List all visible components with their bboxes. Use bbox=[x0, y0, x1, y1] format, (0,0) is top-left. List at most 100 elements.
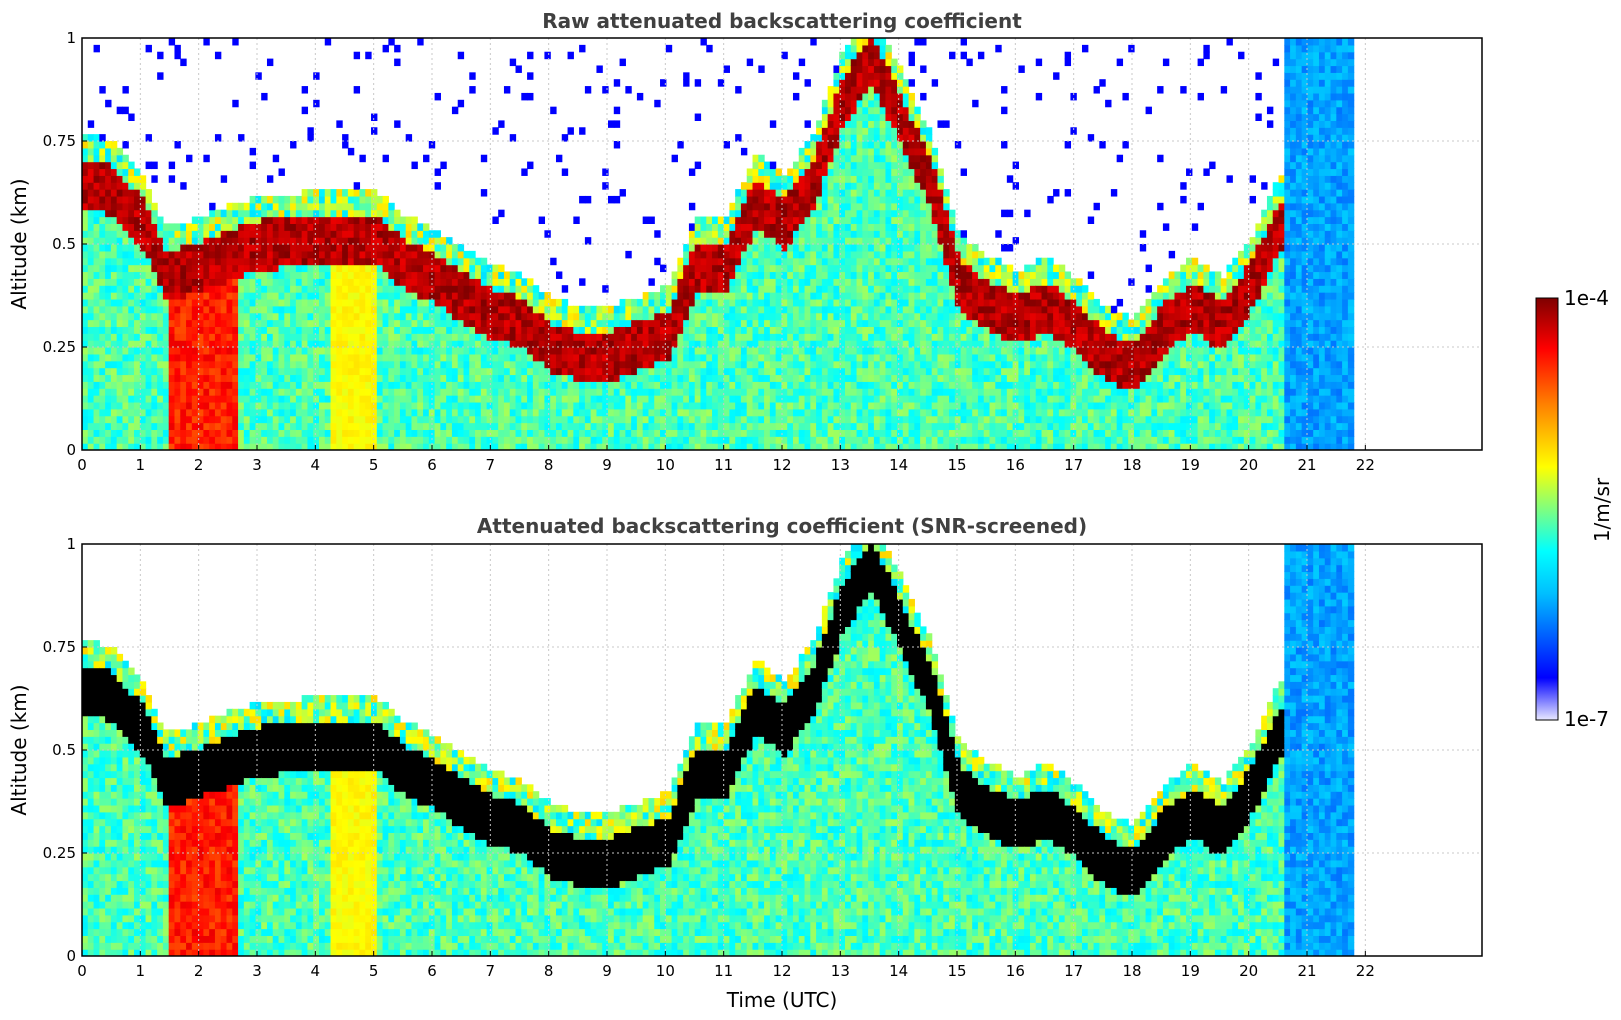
heatmap-cell bbox=[342, 141, 349, 149]
heatmap-cell bbox=[873, 278, 881, 286]
heatmap-cell bbox=[423, 408, 430, 417]
heatmap-cell bbox=[654, 401, 661, 410]
heatmap-cell bbox=[290, 278, 297, 286]
heatmap-cell bbox=[694, 250, 702, 259]
heatmap-cell bbox=[515, 278, 522, 286]
heatmap-cell bbox=[243, 237, 251, 245]
heatmap-cell bbox=[342, 278, 349, 286]
heatmap-cell bbox=[862, 333, 869, 341]
heatmap-cell bbox=[642, 381, 650, 389]
heatmap-cell bbox=[157, 305, 164, 314]
heatmap-cell bbox=[862, 443, 869, 450]
heatmap-cell bbox=[399, 374, 407, 382]
heatmap-cell bbox=[596, 401, 603, 410]
heatmap-cell bbox=[486, 298, 493, 307]
heatmap-cell bbox=[411, 237, 418, 245]
heatmap-cell bbox=[220, 333, 228, 341]
heatmap-cell bbox=[388, 333, 395, 341]
heatmap-cell bbox=[423, 285, 430, 293]
heatmap-cell bbox=[116, 154, 124, 163]
heatmap-cell bbox=[625, 401, 632, 410]
heatmap-cell bbox=[868, 381, 875, 389]
heatmap-cell bbox=[116, 326, 124, 334]
heatmap-cell bbox=[394, 44, 401, 53]
heatmap-cell bbox=[509, 326, 517, 334]
heatmap-cell bbox=[752, 388, 759, 396]
heatmap-cell bbox=[833, 168, 840, 176]
heatmap-cell bbox=[792, 230, 800, 238]
heatmap-cell bbox=[243, 360, 251, 369]
heatmap-cell bbox=[503, 326, 511, 334]
heatmap-cell bbox=[769, 374, 777, 382]
heatmap-cell bbox=[290, 436, 297, 444]
heatmap-cell bbox=[186, 237, 193, 245]
heatmap-cell bbox=[151, 401, 158, 410]
heatmap-cell bbox=[168, 408, 176, 417]
heatmap-cell bbox=[295, 305, 303, 314]
heatmap-cell bbox=[347, 347, 355, 355]
heatmap-cell bbox=[712, 326, 719, 334]
heatmap-cell bbox=[856, 92, 863, 101]
heatmap-cell bbox=[220, 436, 228, 444]
heatmap-cell bbox=[550, 106, 557, 115]
heatmap-cell bbox=[758, 278, 765, 286]
heatmap-cell bbox=[804, 367, 811, 376]
heatmap-cell bbox=[110, 360, 118, 369]
heatmap-cell bbox=[613, 333, 621, 341]
heatmap-cell bbox=[238, 401, 245, 410]
heatmap-cell bbox=[162, 429, 170, 437]
heatmap-cell bbox=[365, 347, 372, 355]
heatmap-cell bbox=[209, 216, 216, 224]
heatmap-cell bbox=[249, 401, 257, 410]
heatmap-cell bbox=[469, 340, 476, 348]
heatmap-cell bbox=[700, 347, 707, 355]
heatmap-cell bbox=[157, 347, 164, 355]
heatmap-cell bbox=[313, 374, 320, 382]
heatmap-cell bbox=[671, 340, 678, 348]
heatmap-cell bbox=[139, 415, 147, 424]
heatmap-cell bbox=[82, 134, 89, 142]
heatmap-cell bbox=[752, 257, 759, 266]
heatmap-cell bbox=[128, 250, 135, 259]
heatmap-cell bbox=[394, 360, 401, 369]
heatmap-cell bbox=[313, 395, 320, 403]
heatmap-cell bbox=[307, 367, 314, 376]
heatmap-cell bbox=[862, 141, 869, 149]
heatmap-cell bbox=[168, 237, 176, 245]
heatmap-cell bbox=[376, 436, 384, 444]
heatmap-cell bbox=[746, 264, 754, 273]
heatmap-cell bbox=[746, 285, 754, 293]
heatmap-cell bbox=[816, 189, 823, 197]
heatmap-cell bbox=[261, 353, 268, 362]
heatmap-cell bbox=[139, 340, 147, 348]
heatmap-cell bbox=[804, 216, 811, 224]
heatmap-cell bbox=[324, 223, 332, 231]
heatmap-cell bbox=[660, 353, 667, 362]
heatmap-cell bbox=[174, 292, 181, 300]
heatmap-cell bbox=[186, 230, 193, 238]
heatmap-cell bbox=[232, 340, 239, 348]
heatmap-cell bbox=[729, 395, 736, 403]
heatmap-cell bbox=[781, 422, 788, 430]
heatmap-cell bbox=[567, 388, 574, 396]
heatmap-cell bbox=[642, 422, 650, 430]
heatmap-cell bbox=[740, 436, 748, 444]
heatmap-cell bbox=[440, 422, 447, 430]
heatmap-cell bbox=[567, 415, 574, 424]
heatmap-cell bbox=[561, 395, 569, 403]
heatmap-cell bbox=[232, 271, 239, 279]
heatmap-cell bbox=[475, 292, 482, 300]
heatmap-cell bbox=[729, 319, 736, 327]
heatmap-cell bbox=[498, 388, 505, 396]
heatmap-cell bbox=[99, 305, 106, 314]
heatmap-cell bbox=[515, 326, 522, 334]
heatmap-cell bbox=[596, 436, 603, 444]
heatmap-cell bbox=[544, 443, 551, 450]
heatmap-cell bbox=[411, 319, 418, 327]
heatmap-cell bbox=[371, 113, 378, 121]
heatmap-cell bbox=[266, 347, 274, 355]
heatmap-cell bbox=[688, 202, 696, 211]
heatmap-cell bbox=[272, 326, 280, 334]
heatmap-cell bbox=[255, 408, 262, 417]
heatmap-cell bbox=[197, 223, 204, 231]
